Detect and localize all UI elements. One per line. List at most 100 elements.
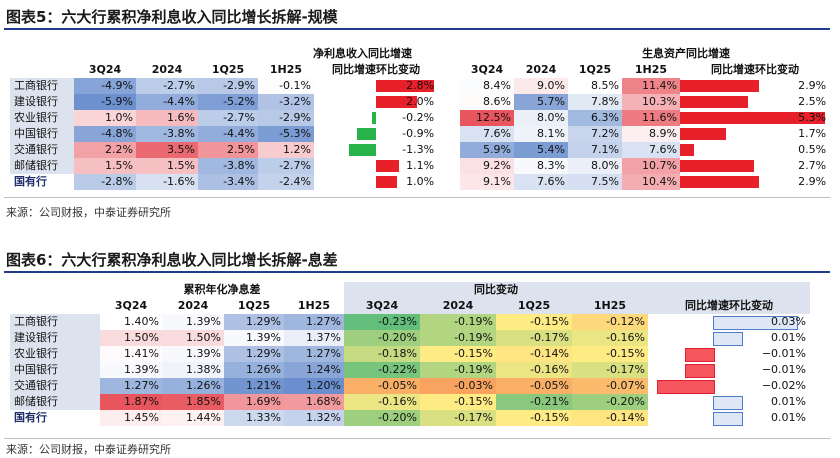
- fig5-ia-cell: 8.3%: [514, 158, 568, 174]
- fig6-yoy-cell: -0.16%: [572, 330, 648, 346]
- fig5-title-bar: 图表5：六大行累积净利息收入同比增长拆解-规模: [4, 6, 830, 30]
- fig5-ia-chg-bar: [680, 160, 754, 172]
- fig5-ia-cell: 8.9%: [622, 126, 680, 142]
- fig5-ia-chg-bar: [680, 144, 694, 156]
- fig5-nii-cell: 1.6%: [136, 110, 198, 126]
- fig6-yoy-cell: -0.12%: [572, 314, 648, 330]
- fig5-nii-chg-value: 2.8%: [406, 79, 435, 92]
- fig6-yoy-cell: -0.22%: [344, 362, 420, 378]
- fig6-yoy-cell: -0.15%: [496, 314, 572, 330]
- table-row: 农业银行 1.41% 1.39% 1.29% 1.27% -0.18% -0.15% -0.1…: [10, 346, 810, 362]
- fig6-chg-bar: [657, 380, 715, 394]
- fig5-nii-chg: -1.3%: [314, 142, 438, 158]
- fig6-yoy-cell: -0.18%: [344, 346, 420, 362]
- fig5-nii-cell: -3.2%: [258, 94, 314, 110]
- fig5-nii-chg-value: 2.0%: [406, 95, 435, 108]
- fig5-nii-chg: -0.9%: [314, 126, 438, 142]
- fig5-nii-cell: -1.6%: [136, 174, 198, 190]
- fig5-nii-chg: 2.0%: [314, 94, 438, 110]
- fig6-chg-bar: [712, 396, 743, 410]
- fig5-ia-chg-bar: [680, 112, 825, 124]
- fig5-nii-chg-value: 1.1%: [406, 159, 435, 172]
- fig5-nii-chg-header: 同比增速环比变动: [332, 63, 421, 76]
- fig6-yoy-cell: -0.19%: [420, 314, 496, 330]
- fig6-chg-bar: [712, 316, 799, 330]
- fig5-ia-cell: 8.1%: [514, 126, 568, 142]
- fig5-nii-chg-value: -0.9%: [402, 127, 435, 140]
- fig6-nim-cell: 1.37%: [284, 330, 344, 346]
- fig6-nim-cell: 1.69%: [224, 394, 284, 410]
- fig6-nim-cell: 1.38%: [162, 362, 224, 378]
- fig5-ia-cell: 9.1%: [460, 174, 514, 190]
- fig5-ia-cell: 5.4%: [514, 142, 568, 158]
- fig5-nii-chg-bar: [376, 176, 397, 188]
- fig6-nim-cell: 1.41%: [100, 346, 162, 362]
- fig5-nii-chg: -0.2%: [314, 110, 438, 126]
- fig6-chg-bar: [712, 412, 743, 426]
- fig6-yoy-cell: -0.14%: [572, 410, 648, 426]
- fig5-ia-cell: 11.6%: [622, 110, 680, 126]
- fig5-bank-label: 工商银行: [10, 78, 74, 94]
- fig5-ia-chg-bar: [680, 80, 760, 92]
- fig5-left-group-label: 净利息收入同比增速: [313, 47, 413, 60]
- fig5-ia-chg: 5.3%: [680, 110, 830, 126]
- fig6-yoy-col-header-2: 1Q25: [496, 298, 572, 314]
- table-row: 交通银行 2.2% 3.5% 2.5% 1.2% -1.3%: [10, 142, 438, 158]
- fig5-right-group-label: 生息资产同比增速: [642, 47, 731, 60]
- fig6-nim-cell: 1.45%: [100, 410, 162, 426]
- fig5-ia-cell: 5.7%: [514, 94, 568, 110]
- fig5-nii-cell: -4.4%: [136, 94, 198, 110]
- table-row: 农业银行 1.0% 1.6% -2.7% -2.9% -0.2%: [10, 110, 438, 126]
- fig5-ia-cell: 9.2%: [460, 158, 514, 174]
- fig5-nii-cell: -4.4%: [198, 126, 258, 142]
- fig5-ia-cell: 7.5%: [568, 174, 622, 190]
- fig6-yoy-cell: -0.16%: [496, 362, 572, 378]
- fig5-nii-cell: -2.7%: [136, 78, 198, 94]
- fig5-nii-cell: -3.8%: [198, 158, 258, 174]
- fig6-nim-cell: 1.85%: [162, 394, 224, 410]
- fig6-nim-col-header-3: 1H25: [297, 299, 331, 312]
- fig6-yoy-cell: -0.05%: [496, 378, 572, 394]
- fig5-nii-cell: -2.9%: [258, 110, 314, 126]
- fig6-yoy-cell: -0.21%: [496, 394, 572, 410]
- fig6-yoy-cell: -0.20%: [344, 410, 420, 426]
- fig6-nim-cell: 1.68%: [284, 394, 344, 410]
- fig6-left-group-label: 累积年化净息差: [183, 283, 261, 296]
- fig5-bank-label: 国有行: [14, 175, 47, 188]
- fig5-ia-cell: 9.0%: [514, 78, 568, 94]
- fig6-yoy-cell: -0.05%: [344, 378, 420, 394]
- fig5-title: 图表5：六大行累积净利息收入同比增长拆解-规模: [6, 8, 338, 26]
- table-row: 9.2% 8.3% 8.0% 10.7% 2.7%: [460, 158, 830, 174]
- fig6-nim-col-header-0: 3Q24: [114, 299, 148, 312]
- fig6-nim-cell: 1.40%: [100, 314, 162, 330]
- fig5-ia-chg: 2.9%: [680, 78, 830, 94]
- fig5-nii-chg-value: -1.3%: [402, 143, 435, 156]
- fig5-nii-chg-bar: [376, 96, 418, 108]
- fig6-nim-cell: 1.44%: [162, 410, 224, 426]
- table-row: 国有行 1.45% 1.44% 1.33% 1.32% -0.20% -0.17% -0.15…: [10, 410, 810, 426]
- table-row: 工商银行 -4.9% -2.7% -2.9% -0.1% 2.8%: [10, 78, 438, 94]
- fig5-ia-chg: 2.5%: [680, 94, 830, 110]
- fig6-nim-cell: 1.29%: [224, 346, 284, 362]
- fig5-ia-cell: 8.0%: [568, 158, 622, 174]
- fig6-bank-label: 农业银行: [10, 346, 100, 362]
- fig6-chg-value: 0.01%: [771, 331, 806, 344]
- fig6-chg: 0.01%: [648, 394, 810, 410]
- fig5-ia-cell: 8.6%: [460, 94, 514, 110]
- table-row: 5.9% 5.4% 7.1% 7.6% 0.5%: [460, 142, 830, 158]
- fig6-title: 图表6：六大行累积净利息收入同比增长拆解-息差: [6, 251, 338, 269]
- fig6-nim-col-header-1: 2024: [177, 299, 209, 312]
- fig5-ia-cell: 7.1%: [568, 142, 622, 158]
- fig5-ia-cell: 10.3%: [622, 94, 680, 110]
- fig6-bank-label: 交通银行: [10, 378, 100, 394]
- fig6-right-group-label: 同比变动: [344, 282, 648, 298]
- fig5-ia-cell: 5.9%: [460, 142, 514, 158]
- fig6-nim-cell: 1.27%: [284, 314, 344, 330]
- fig6-chg-value: −0.02%: [761, 379, 806, 392]
- fig6-chg: −0.01%: [648, 362, 810, 378]
- fig5-nii-cell: 1.0%: [74, 110, 136, 126]
- fig5-ia-cell: 7.6%: [460, 126, 514, 142]
- fig5-ia-cell: 11.4%: [622, 78, 680, 94]
- fig5-bank-label: 邮储银行: [10, 158, 74, 174]
- fig5-nii-cell: -3.8%: [136, 126, 198, 142]
